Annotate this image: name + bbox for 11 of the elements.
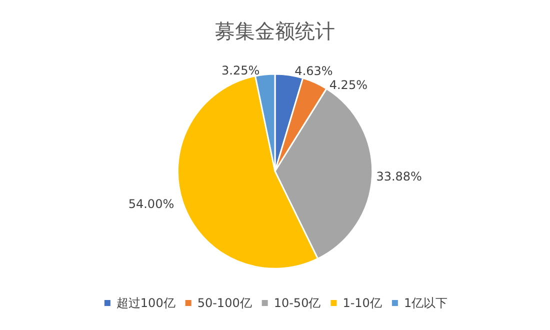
data-label: 4.25% <box>329 78 368 92</box>
data-label: 3.25% <box>222 63 260 78</box>
legend-label: 50-100亿 <box>197 296 252 310</box>
data-label: 33.88% <box>376 169 422 184</box>
legend-label: 1-10亿 <box>342 296 382 310</box>
chart-title: 募集金额统计 <box>215 19 335 43</box>
legend-label: 超过100亿 <box>116 296 176 310</box>
legend-label: 10-50亿 <box>274 296 321 310</box>
data-label: 54.00% <box>128 197 174 212</box>
data-label: 4.63% <box>294 64 333 78</box>
legend-label: 1亿以下 <box>404 296 448 310</box>
